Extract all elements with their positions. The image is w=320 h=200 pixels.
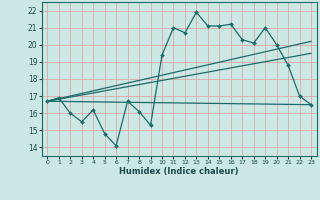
X-axis label: Humidex (Indice chaleur): Humidex (Indice chaleur) xyxy=(119,167,239,176)
